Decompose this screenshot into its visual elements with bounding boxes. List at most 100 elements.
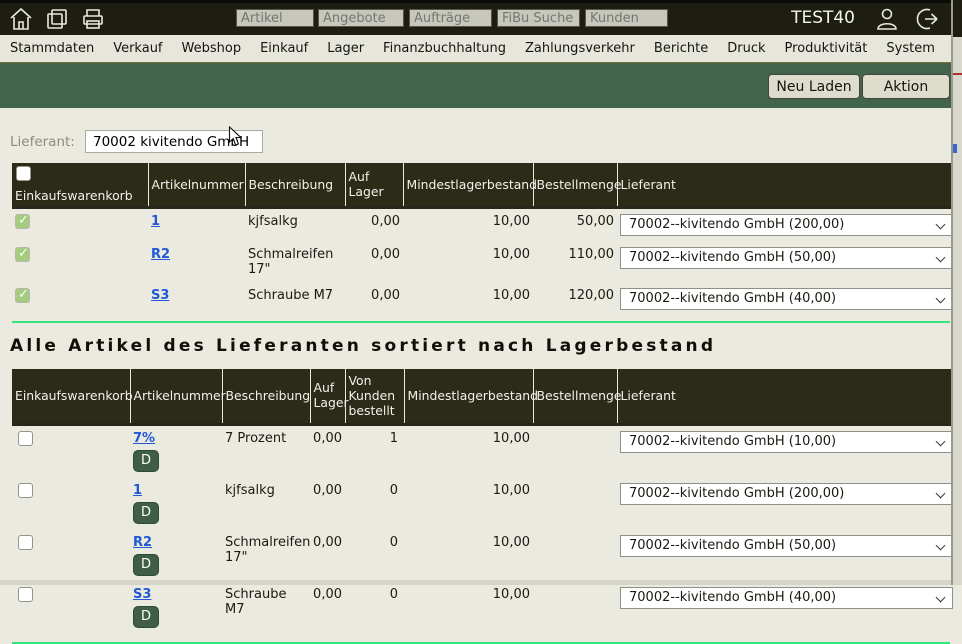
article-description: Schraube M7	[248, 288, 334, 303]
menu-berichte[interactable]: Berichte	[653, 41, 709, 56]
cart-th-artikelnummer: Artikelnummer	[148, 163, 246, 208]
article-number-link[interactable]: R2	[151, 247, 171, 262]
window-edge-strip	[953, 0, 962, 585]
row-checkbox[interactable]	[18, 586, 33, 602]
print-icon[interactable]	[80, 6, 106, 32]
document-badge[interactable]: D	[133, 605, 159, 628]
art-th-von-kunden-bestellt: Von Kunden bestellt	[345, 369, 405, 424]
article-number-link[interactable]: S3	[151, 288, 170, 303]
on-stock-value: 0,00	[313, 482, 342, 498]
article-number-link[interactable]: 1	[151, 214, 161, 229]
supplier-select-value: 70002--kivitendo GmbH (50,00)	[629, 250, 837, 265]
reload-button[interactable]: Neu Laden	[768, 74, 860, 99]
supplier-select[interactable]: 70002--kivitendo GmbH (200,00)	[620, 482, 953, 505]
cart-table-row: 1 kjfsalkg 0,00 10,00 50,00 70002--kivit…	[12, 208, 953, 243]
menu-einkauf[interactable]: Einkauf	[260, 41, 309, 56]
supplier-select[interactable]: 70002--kivitendo GmbH (40,00)	[620, 288, 953, 310]
supplier-select[interactable]: 70002--kivitendo GmbH (10,00)	[620, 430, 953, 453]
section-title: Alle Artikel des Lieferanten sortiert na…	[10, 336, 717, 356]
menu-system[interactable]: System	[886, 41, 935, 56]
article-number-link[interactable]: 1	[133, 482, 143, 498]
mouse-cursor	[228, 125, 243, 147]
row-checkbox[interactable]	[18, 430, 33, 446]
articles-table-row: S3 D Schraube M7 0,00 0 10,00 70002--kiv…	[12, 582, 953, 634]
supplier-select[interactable]: 70002--kivitendo GmbH (50,00)	[620, 247, 953, 269]
article-description: kjfsalkg	[248, 214, 298, 229]
search-fibu-input[interactable]	[497, 9, 580, 27]
cart-th-label: Einkaufswarenkorb	[15, 188, 133, 203]
home-icon[interactable]	[8, 6, 34, 32]
supplier-select-value: 70002--kivitendo GmbH (40,00)	[629, 291, 837, 306]
document-badge[interactable]: D	[133, 501, 159, 524]
article-number-link[interactable]: 7%	[133, 430, 156, 446]
order-qty-value: 50,00	[576, 214, 614, 229]
article-description: kjfsalkg	[225, 482, 275, 498]
search-auftraege-input[interactable]	[409, 9, 492, 27]
on-stock-value: 0,00	[371, 288, 400, 303]
window-top-strip	[0, 0, 962, 3]
document-badge[interactable]: D	[133, 449, 159, 472]
supplier-filter-row: Lieferant:	[10, 130, 263, 154]
cart-table-row: S3 Schraube M7 0,00 10,00 120,00 70002--…	[12, 283, 953, 316]
action-button[interactable]: Aktion	[862, 74, 950, 99]
cart-th-beschreibung: Beschreibung	[245, 163, 346, 208]
row-checkbox[interactable]	[18, 482, 33, 498]
art-th-lieferant: Lieferant	[617, 369, 952, 424]
min-stock-value: 10,00	[492, 247, 530, 262]
order-qty-value	[533, 582, 617, 634]
row-checkbox[interactable]	[15, 213, 30, 229]
row-checkbox[interactable]	[15, 246, 30, 262]
menu-finanzbuchhaltung[interactable]: Finanzbuchhaltung	[383, 41, 506, 56]
cart-table: Einkaufswarenkorb Artikelnummer Beschrei…	[12, 163, 953, 316]
menu-lager[interactable]: Lager	[327, 41, 365, 56]
articles-table-row: 7% D 7 Prozent 0,00 1 10,00 70002--kivit…	[12, 424, 953, 478]
order-qty-value: 120,00	[568, 288, 615, 303]
page-content: Lieferant: Einkaufswarenkorb Artikelnumm…	[0, 108, 953, 644]
copy-icon[interactable]	[44, 6, 70, 32]
supplier-label: Lieferant:	[10, 133, 75, 150]
on-stock-value: 0,00	[313, 534, 342, 550]
menu-produktivitaet[interactable]: Produktivität	[784, 41, 868, 56]
order-qty-value	[533, 530, 617, 582]
article-description: Schmalreifen 17"	[248, 247, 334, 277]
row-checkbox[interactable]	[18, 534, 33, 550]
window-edge-divider	[951, 0, 953, 585]
row-checkbox[interactable]	[15, 287, 30, 303]
logout-icon[interactable]	[913, 6, 943, 32]
supplier-select[interactable]: 70002--kivitendo GmbH (200,00)	[620, 214, 953, 236]
cart-th-bestellmenge: Bestellmenge	[533, 163, 621, 208]
user-icon[interactable]	[874, 6, 900, 32]
menu-druck[interactable]: Druck	[727, 41, 766, 56]
order-qty-value	[533, 424, 617, 478]
menu-stammdaten[interactable]: Stammdaten	[10, 41, 95, 56]
min-stock-value: 10,00	[492, 288, 530, 303]
supplier-select-value: 70002--kivitendo GmbH (40,00)	[629, 589, 837, 605]
ordered-by-customers-value: 0	[389, 482, 398, 498]
articles-table-row: 1 D kjfsalkg 0,00 0 10,00 70002--kiviten…	[12, 478, 953, 530]
document-badge[interactable]: D	[133, 553, 159, 576]
search-artikel-input[interactable]	[236, 9, 314, 27]
on-stock-value: 0,00	[313, 586, 342, 602]
article-number-link[interactable]: S3	[133, 586, 152, 602]
menu-webshop[interactable]: Webshop	[181, 41, 242, 56]
search-kunden-input[interactable]	[585, 9, 668, 27]
cart-table-header-row: Einkaufswarenkorb Artikelnummer Beschrei…	[12, 163, 952, 208]
edge-blue-mark	[953, 144, 957, 153]
art-th-bestellmenge: Bestellmenge	[533, 369, 621, 424]
supplier-input[interactable]	[85, 130, 263, 153]
menu-verkauf[interactable]: Verkauf	[113, 41, 163, 56]
art-th-beschreibung: Beschreibung	[222, 369, 311, 424]
min-stock-value: 10,00	[492, 586, 530, 602]
supplier-select-value: 70002--kivitendo GmbH (10,00)	[629, 433, 837, 449]
ordered-by-customers-value: 0	[389, 534, 398, 550]
action-band: Neu Laden Aktion	[0, 62, 962, 108]
select-all-checkbox[interactable]	[16, 166, 31, 181]
article-number-link[interactable]: R2	[133, 534, 153, 550]
menu-zahlungsverkehr[interactable]: Zahlungsverkehr	[524, 41, 635, 56]
on-stock-value: 0,00	[313, 430, 342, 446]
supplier-select[interactable]: 70002--kivitendo GmbH (50,00)	[620, 534, 953, 557]
supplier-select[interactable]: 70002--kivitendo GmbH (40,00)	[620, 586, 953, 609]
edge-red-mark	[953, 73, 962, 75]
search-angebote-input[interactable]	[318, 9, 404, 27]
bottom-strip	[0, 580, 962, 585]
